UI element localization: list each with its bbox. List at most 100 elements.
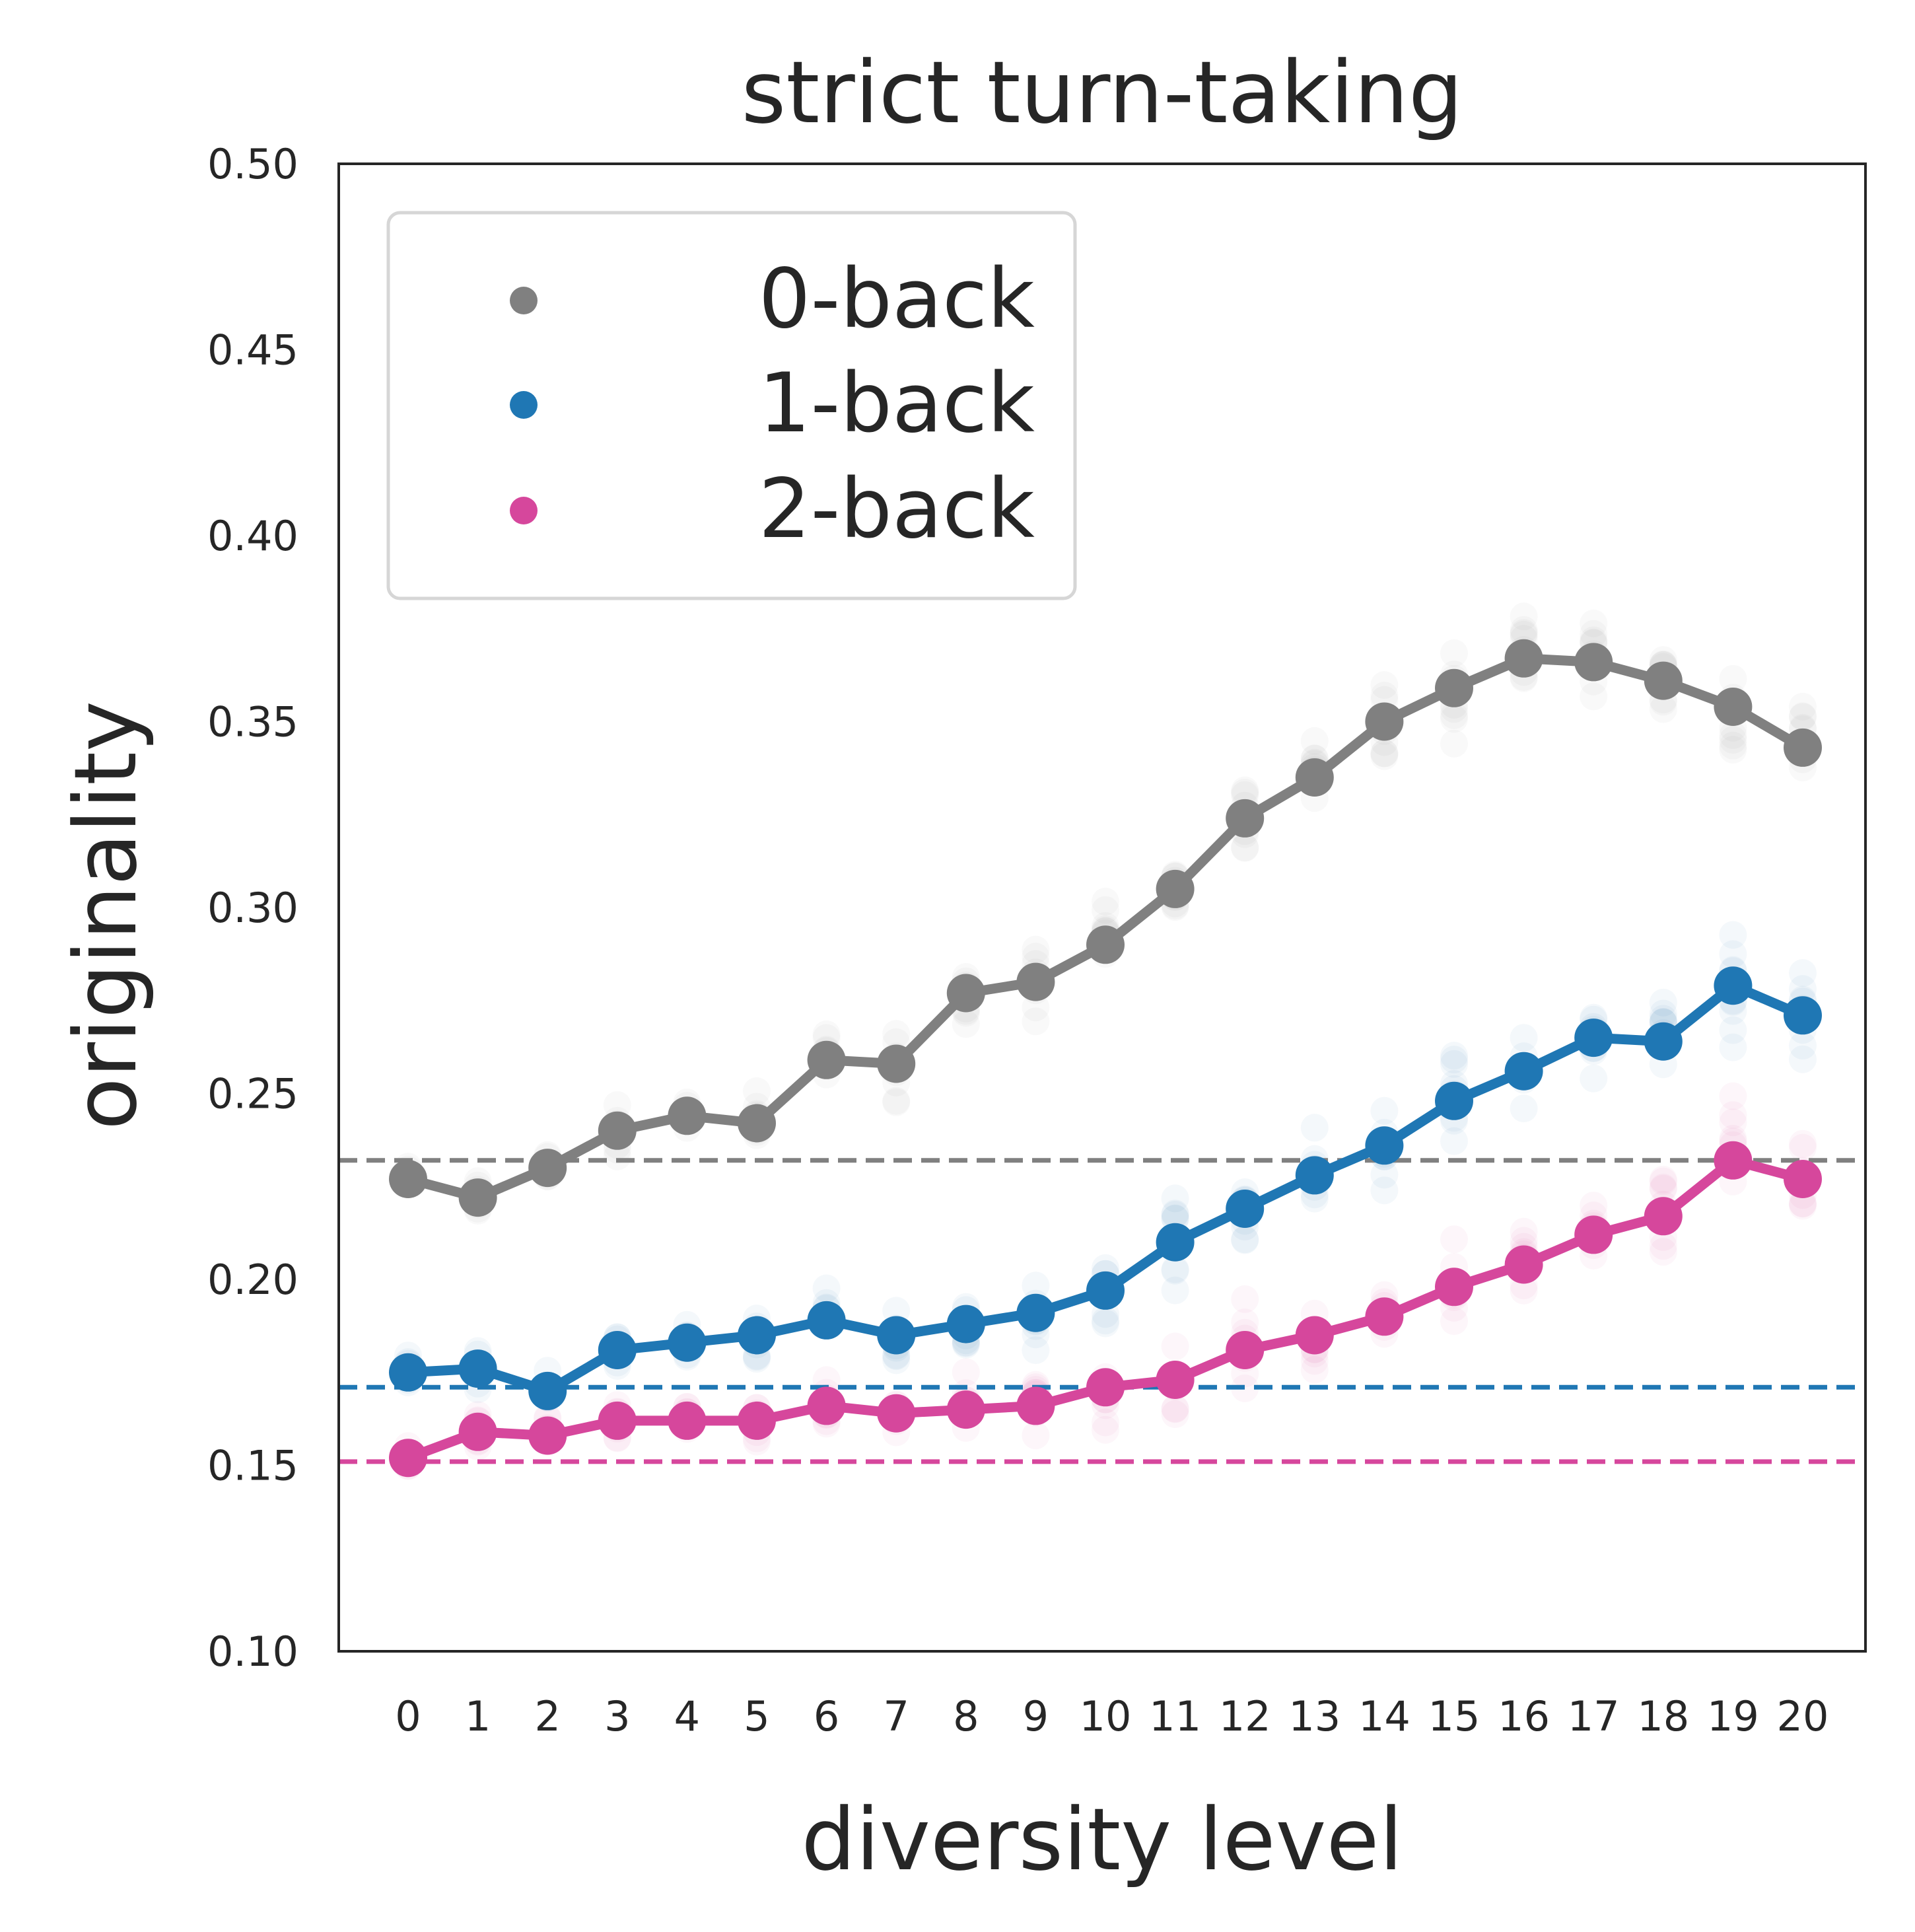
data-point-2-back-5 — [738, 1401, 776, 1440]
y-tick-label: 0.10 — [207, 1628, 298, 1676]
sample-point — [1370, 671, 1399, 699]
data-point-0-back-17 — [1574, 643, 1613, 682]
sample-point — [1649, 1167, 1677, 1196]
data-point-0-back-8 — [946, 974, 985, 1013]
sample-point — [1719, 726, 1747, 754]
sample-point — [1161, 1255, 1189, 1283]
sample-point — [1370, 682, 1399, 710]
data-point-0-back-18 — [1644, 661, 1683, 700]
sample-point — [1440, 705, 1468, 733]
data-point-1-back-2 — [528, 1371, 567, 1410]
sample-point — [1161, 1394, 1189, 1423]
sample-point — [1440, 1050, 1468, 1078]
y-tick-label: 0.25 — [207, 1070, 298, 1118]
sample-point — [1510, 1024, 1538, 1052]
data-point-2-back-10 — [1086, 1368, 1125, 1407]
x-tick-label: 5 — [744, 1692, 769, 1740]
sample-point — [952, 1358, 980, 1386]
sample-point — [1440, 701, 1468, 729]
sample-point — [1161, 1400, 1189, 1428]
data-point-2-back-11 — [1156, 1361, 1195, 1399]
sample-point — [1440, 1046, 1468, 1074]
sample-point — [1789, 703, 1817, 731]
data-point-2-back-12 — [1226, 1331, 1265, 1369]
sample-point — [1649, 695, 1677, 723]
data-point-1-back-5 — [738, 1316, 776, 1355]
data-point-1-back-17 — [1574, 1019, 1613, 1057]
chart-title: strict turn-taking — [742, 42, 1463, 143]
data-point-1-back-8 — [946, 1305, 985, 1343]
x-tick-label: 4 — [674, 1692, 700, 1740]
x-tick-label: 10 — [1080, 1692, 1132, 1740]
data-point-0-back-19 — [1714, 688, 1753, 726]
sample-point — [1231, 776, 1259, 805]
sample-point — [1789, 692, 1817, 721]
x-tick-label: 18 — [1637, 1692, 1689, 1740]
legend-label-0-back: 0-back — [759, 252, 1035, 347]
data-point-0-back-3 — [598, 1111, 637, 1150]
legend-frame — [386, 211, 1077, 600]
sample-point — [1649, 1174, 1677, 1203]
data-point-2-back-2 — [528, 1416, 567, 1455]
data-point-1-back-10 — [1086, 1271, 1125, 1310]
data-point-0-back-16 — [1504, 639, 1543, 678]
data-point-2-back-20 — [1784, 1160, 1822, 1198]
sample-point — [1649, 1165, 1677, 1194]
sample-point — [1580, 682, 1608, 711]
sample-point — [1161, 1276, 1189, 1305]
data-point-1-back-4 — [668, 1323, 707, 1362]
sample-point — [1510, 1276, 1538, 1305]
x-tick-label: 7 — [883, 1692, 909, 1740]
sample-point — [1370, 742, 1399, 770]
x-tick-label: 16 — [1498, 1692, 1550, 1740]
sample-point — [882, 1346, 911, 1375]
x-tick-label: 19 — [1707, 1692, 1759, 1740]
sample-point — [743, 1077, 771, 1105]
sample-point — [1370, 1161, 1399, 1189]
data-point-1-back-16 — [1504, 1052, 1543, 1091]
sample-point — [1022, 1336, 1050, 1365]
sample-point — [1440, 1127, 1468, 1155]
sample-point — [1789, 1032, 1817, 1060]
sample-point — [1789, 975, 1817, 1003]
data-point-0-back-0 — [389, 1160, 427, 1198]
sample-point — [1231, 779, 1259, 806]
sample-point — [1440, 1307, 1468, 1336]
sample-point — [1092, 896, 1119, 924]
data-point-0-back-11 — [1156, 869, 1195, 908]
data-point-1-back-6 — [807, 1301, 846, 1340]
sample-point — [1649, 1238, 1677, 1266]
data-point-1-back-12 — [1226, 1190, 1265, 1228]
data-point-0-back-20 — [1784, 728, 1822, 767]
sample-point — [1300, 1114, 1329, 1142]
sample-point — [1510, 1094, 1538, 1123]
sample-point — [1231, 1308, 1259, 1337]
sample-point — [882, 1020, 911, 1048]
sample-point — [812, 1274, 841, 1303]
plot-frame — [337, 162, 1867, 1653]
sample-point — [1580, 620, 1608, 648]
sample-point — [952, 1010, 980, 1038]
sample-point — [1161, 1201, 1189, 1229]
sample-point — [882, 1088, 911, 1116]
sample-point — [1510, 602, 1538, 631]
sample-point — [1022, 993, 1050, 1022]
sample-point — [1649, 988, 1677, 1017]
legend: 0-back 1-back 2-back — [386, 211, 1077, 600]
data-point-1-back-20 — [1784, 996, 1822, 1035]
x-tick-label: 1 — [465, 1692, 491, 1740]
data-point-1-back-11 — [1156, 1223, 1195, 1262]
sample-point — [1022, 1007, 1050, 1036]
x-tick-label: 2 — [534, 1692, 560, 1740]
sample-point — [1300, 1347, 1329, 1375]
sample-point — [603, 1091, 631, 1119]
data-point-1-back-13 — [1295, 1156, 1334, 1195]
data-point-0-back-13 — [1295, 758, 1334, 797]
y-tick-label: 0.45 — [207, 326, 298, 375]
data-point-1-back-14 — [1365, 1126, 1404, 1165]
sample-point — [1022, 943, 1050, 971]
sample-point — [1161, 1332, 1189, 1361]
data-point-2-back-0 — [389, 1439, 427, 1478]
data-point-0-back-14 — [1365, 702, 1404, 741]
legend-marker-2-back — [510, 497, 538, 524]
